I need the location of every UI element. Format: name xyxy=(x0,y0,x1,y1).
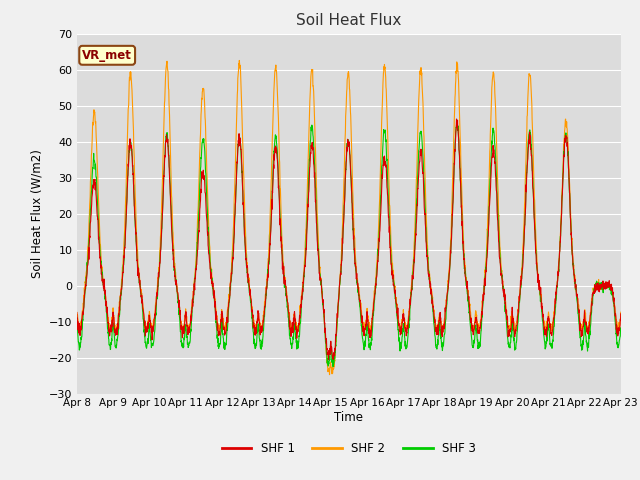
X-axis label: Time: Time xyxy=(334,410,364,423)
Y-axis label: Soil Heat Flux (W/m2): Soil Heat Flux (W/m2) xyxy=(31,149,44,278)
Text: VR_met: VR_met xyxy=(82,49,132,62)
Title: Soil Heat Flux: Soil Heat Flux xyxy=(296,13,401,28)
Legend: SHF 1, SHF 2, SHF 3: SHF 1, SHF 2, SHF 3 xyxy=(217,437,481,460)
